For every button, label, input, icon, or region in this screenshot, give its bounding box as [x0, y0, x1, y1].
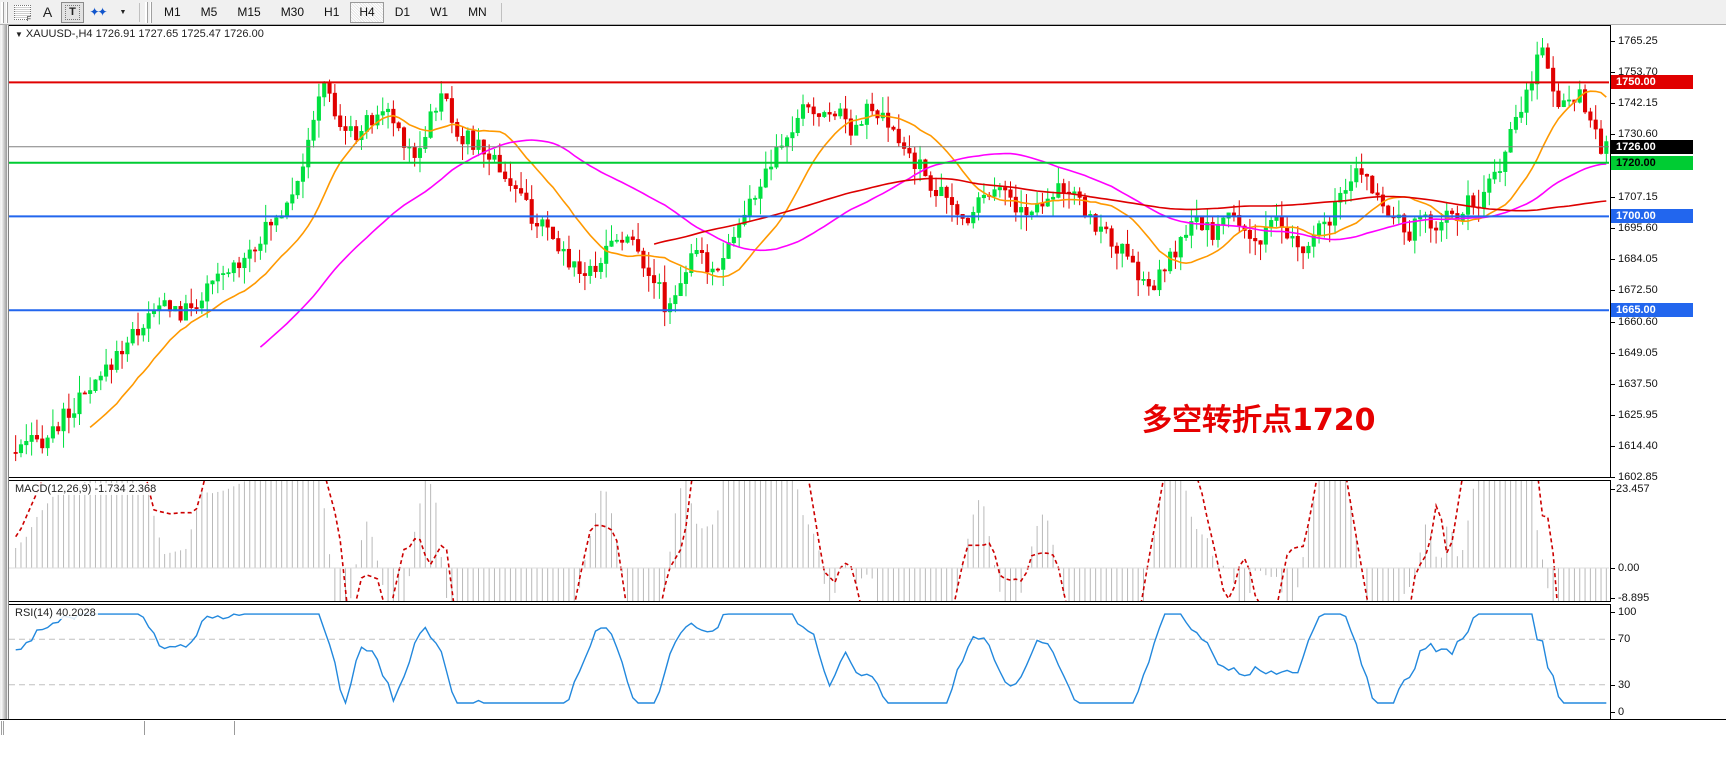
price-tick-1637.50: 1637.50 — [1611, 378, 1658, 390]
vertical-scroll-rail[interactable] — [0, 25, 9, 774]
statusbar-cell-2 — [145, 721, 235, 735]
statusbar-cell-3 — [235, 721, 1726, 735]
timeframe-m15[interactable]: M15 — [237, 5, 261, 19]
crosshair-f-icon[interactable] — [11, 2, 34, 23]
macd-signal-line — [15, 481, 1558, 601]
rsi-tick-30: 30 — [1611, 679, 1630, 691]
objects-icon[interactable]: ✦✦ — [89, 5, 107, 19]
timeframe-m30[interactable]: M30 — [280, 5, 305, 19]
timeframe-m1[interactable]: M1 — [164, 5, 181, 19]
statusbar-grip[interactable] — [0, 721, 5, 735]
price-tick-1649.05: 1649.05 — [1611, 347, 1658, 359]
macd-tick-23.457: 23.457 — [1611, 483, 1650, 495]
ma-slow-line — [653, 177, 1607, 245]
candlestick-series — [13, 37, 1609, 462]
rsi-tick-0: 0 — [1611, 706, 1624, 718]
price-chip-resistance[interactable]: 1750.00 — [1611, 75, 1693, 90]
statusbar-cell-1 — [5, 721, 145, 735]
timeframe-mn[interactable]: MN — [468, 5, 487, 19]
price-pane[interactable]: ▼ XAUUSD-,H4 1726.91 1727.65 1725.47 1726… — [9, 25, 1611, 478]
price-chip-support[interactable]: 1665.00 — [1611, 303, 1693, 318]
price-chip-support[interactable]: 1700.00 — [1611, 209, 1693, 224]
rsi-line — [15, 613, 1607, 706]
vertical-scroll-thumb[interactable] — [1, 25, 7, 774]
price-tick-1625.95: 1625.95 — [1611, 409, 1658, 421]
toolbar-divider-1 — [139, 2, 140, 22]
price-tick-1660.60: 1660.60 — [1611, 316, 1658, 328]
text-label-icon[interactable]: T — [61, 1, 84, 23]
price-axis[interactable]: 1765.251753.701742.151730.601719.051707.… — [1611, 25, 1726, 720]
price-pane-label: ▼ XAUUSD-,H4 1726.91 1727.65 1725.47 1726… — [13, 28, 266, 40]
price-tick-1730.60: 1730.60 — [1611, 128, 1658, 140]
rsi-tick-100: 100 — [1611, 606, 1636, 618]
price-tick-1765.25: 1765.25 — [1611, 35, 1658, 47]
timeframe-h4[interactable]: H4 — [350, 1, 384, 23]
price-tick-1602.85: 1602.85 — [1611, 471, 1658, 483]
price-tick-1742.15: 1742.15 — [1611, 97, 1658, 109]
rsi-pane-label: RSI(14) 40.2028 — [13, 607, 98, 619]
rsi-chart-svg — [9, 613, 1609, 706]
macd-pane-label: MACD(12,26,9) -1.734 2.368 — [13, 483, 159, 495]
toolbar-grip-2[interactable] — [145, 1, 152, 23]
ma-mid-line — [259, 139, 1607, 348]
toolbar-divider-2 — [500, 2, 502, 22]
pane-collapse-icon[interactable]: ▼ — [15, 30, 23, 39]
price-chip-last-price[interactable]: 1726.00 — [1611, 139, 1693, 154]
chevron-down-icon[interactable]: ▼ — [119, 8, 127, 16]
macd-chart-svg — [9, 481, 1609, 601]
rsi-tick-70: 70 — [1611, 633, 1630, 645]
macd-tick--8.895: -8.895 — [1611, 592, 1649, 604]
timeframe-d1[interactable]: D1 — [394, 5, 411, 19]
price-pane-label-text: XAUUSD-,H4 1726.91 1727.65 1725.47 1726.… — [25, 28, 264, 40]
timeframe-m5[interactable]: M5 — [200, 5, 218, 19]
price-tick-1614.40: 1614.40 — [1611, 440, 1658, 452]
chart-annotation-text: 多空转折点1720 — [1142, 403, 1376, 438]
price-tick-1707.15: 1707.15 — [1611, 191, 1658, 203]
macd-pane[interactable]: MACD(12,26,9) -1.734 2.368 — [9, 480, 1611, 602]
price-chip-pivot[interactable]: 1720.00 — [1611, 155, 1693, 170]
price-tick-1684.05: 1684.05 — [1611, 253, 1658, 265]
price-tick-1672.50: 1672.50 — [1611, 284, 1658, 296]
toolbar-grip-1[interactable] — [1, 1, 8, 23]
price-chart-svg — [9, 37, 1609, 462]
macd-tick-0.00: 0.00 — [1611, 562, 1639, 574]
macd-histogram — [15, 481, 1607, 601]
timeframe-w1[interactable]: W1 — [430, 5, 449, 19]
chart-area: ▼ XAUUSD-,H4 1726.91 1727.65 1725.47 1726… — [0, 25, 1726, 774]
text-a-icon[interactable]: A — [42, 4, 53, 20]
rsi-pane[interactable]: RSI(14) 40.2028 — [9, 604, 1611, 720]
ma-fast-line — [89, 90, 1607, 429]
timeframe-h1[interactable]: H1 — [324, 5, 340, 19]
chart-toolbar: A T ✦✦ ▼ M1 M5 M15 M30 H1 H4 D1 W1 MN — [0, 0, 1726, 25]
price-tick-1695.60: 1695.60 — [1611, 222, 1658, 234]
status-bar — [0, 719, 1726, 784]
